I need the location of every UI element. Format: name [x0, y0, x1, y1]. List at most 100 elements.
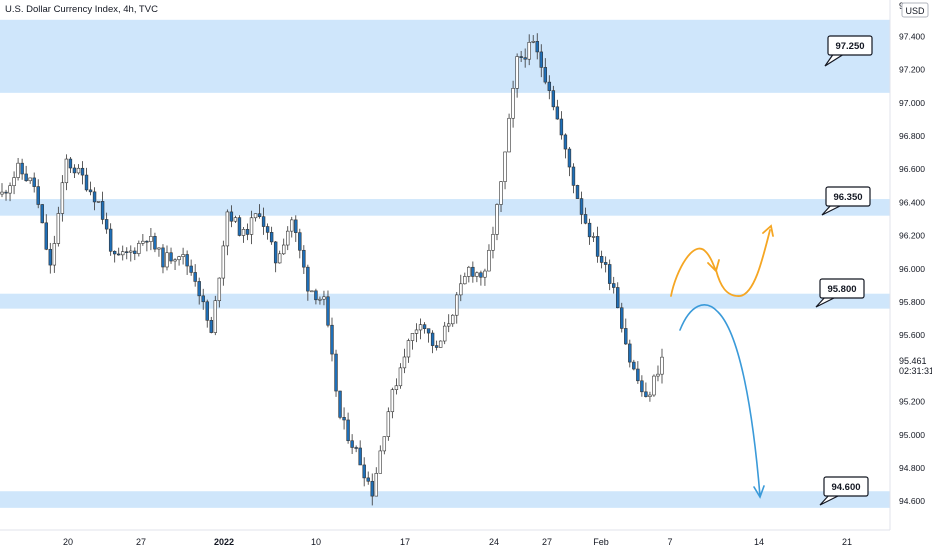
currency-badge[interactable]: USD: [901, 2, 929, 18]
candle-body: [56, 213, 61, 244]
time-axis[interactable]: 20 27 2022 10 17 24 27 Feb 7 14 21: [63, 537, 852, 547]
price-tick-label: 96.600: [899, 164, 925, 174]
supply-zone-97250: [0, 19, 890, 93]
candle-body: [181, 254, 185, 257]
candle-body: [269, 232, 274, 243]
candle-body: [169, 252, 173, 262]
candle-body: [253, 213, 258, 219]
candle-body: [209, 319, 213, 333]
candle-body: [616, 287, 620, 309]
candle-body: [28, 177, 32, 182]
candle-body: [483, 270, 487, 278]
candle-body: [555, 106, 560, 120]
candle-body: [591, 236, 596, 238]
support-zone-95800: [0, 293, 890, 309]
candle-body: [141, 240, 145, 244]
callout-95.800[interactable]: 95.800: [815, 278, 865, 308]
price-tick-label: 95.800: [899, 297, 925, 307]
candle-body: [652, 375, 656, 396]
callout-box: [823, 476, 869, 497]
callout-box: [825, 186, 871, 207]
candle-body: [539, 51, 543, 68]
candle-body: [104, 219, 109, 230]
bearish-projection-path: [679, 304, 761, 497]
callout-97.250[interactable]: 97.250: [824, 35, 873, 67]
candle-body: [265, 226, 270, 233]
time-tick-label: 14: [754, 537, 764, 547]
candle-body: [543, 67, 547, 83]
candle-body: [507, 117, 511, 153]
candle-body: [378, 450, 382, 474]
candle-body: [318, 298, 322, 301]
callout-96.350[interactable]: 96.350: [821, 186, 871, 216]
candle-body: [426, 328, 431, 334]
price-tick-label: 94.800: [899, 463, 925, 473]
candle-body: [117, 253, 121, 256]
bullish-arrow-mid: [707, 259, 720, 273]
candle-body: [189, 265, 193, 273]
candle-body: [20, 162, 24, 175]
candle-body: [286, 230, 290, 246]
candle-body: [471, 266, 475, 277]
candle-body: [660, 356, 664, 375]
candle-body: [185, 254, 189, 267]
callout-94.600[interactable]: 94.600: [819, 476, 869, 506]
projection-layer: [670, 224, 774, 499]
callout-label: 97.250: [835, 41, 864, 52]
candle-body: [587, 222, 592, 238]
candle-body: [229, 211, 234, 222]
price-axis[interactable]: 97.400 97.200 97.000 96.800 96.600 96.400 96.2…: [899, 31, 925, 506]
callout-label: 96.350: [833, 192, 862, 203]
candle-body: [447, 323, 451, 327]
candle-body: [499, 181, 503, 205]
candle-body: [282, 244, 286, 255]
candle-body: [221, 245, 226, 279]
candle-body: [249, 217, 254, 235]
candle-body: [386, 411, 391, 437]
time-tick-label: 27: [542, 537, 552, 547]
candle-body: [4, 191, 8, 194]
candle-body: [390, 389, 395, 413]
candle-body: [241, 229, 246, 236]
candle-body: [129, 250, 133, 253]
candle-body: [48, 248, 52, 266]
candle-body: [32, 177, 36, 187]
candles-layer: [0, 33, 664, 506]
last-price-value: 95.461: [899, 356, 927, 366]
resistance-zone-96350: [0, 199, 890, 216]
candle-body: [495, 204, 499, 235]
price-tick-label: 96.000: [899, 264, 925, 274]
candle-body: [237, 217, 242, 236]
candle-body: [330, 324, 334, 355]
candle-body: [157, 247, 161, 250]
candle-body: [579, 198, 584, 215]
candle-body: [422, 324, 427, 329]
candle-body: [121, 251, 125, 256]
candle-body: [153, 236, 157, 250]
candle-body: [326, 296, 330, 326]
candle-body: [137, 243, 141, 254]
candle-body: [233, 217, 238, 222]
price-tick-label: 97.400: [899, 31, 925, 41]
candle-body: [205, 301, 209, 321]
price-tick-label: 96.200: [899, 231, 925, 241]
candle-body: [467, 266, 471, 277]
candle-body: [636, 368, 640, 382]
time-tick-label: 27: [136, 537, 146, 547]
callout-label: 94.600: [831, 482, 860, 493]
callout-box: [827, 35, 873, 56]
candle-body: [273, 241, 278, 264]
candle-body: [245, 229, 250, 235]
price-tick-label: 97.000: [899, 98, 925, 108]
candle-body: [607, 264, 612, 284]
candle-body: [559, 118, 564, 136]
candle-body: [52, 243, 57, 266]
candle-body: [370, 480, 374, 497]
candle-body: [217, 277, 222, 302]
callout-pointer: [824, 52, 845, 67]
candle-body: [362, 464, 366, 479]
symbol-title: U.S. Dollar Currency Index, 4h, TVC: [5, 4, 158, 15]
price-tick-label: 94.600: [899, 496, 925, 506]
price-tick-label: 95.200: [899, 397, 925, 407]
